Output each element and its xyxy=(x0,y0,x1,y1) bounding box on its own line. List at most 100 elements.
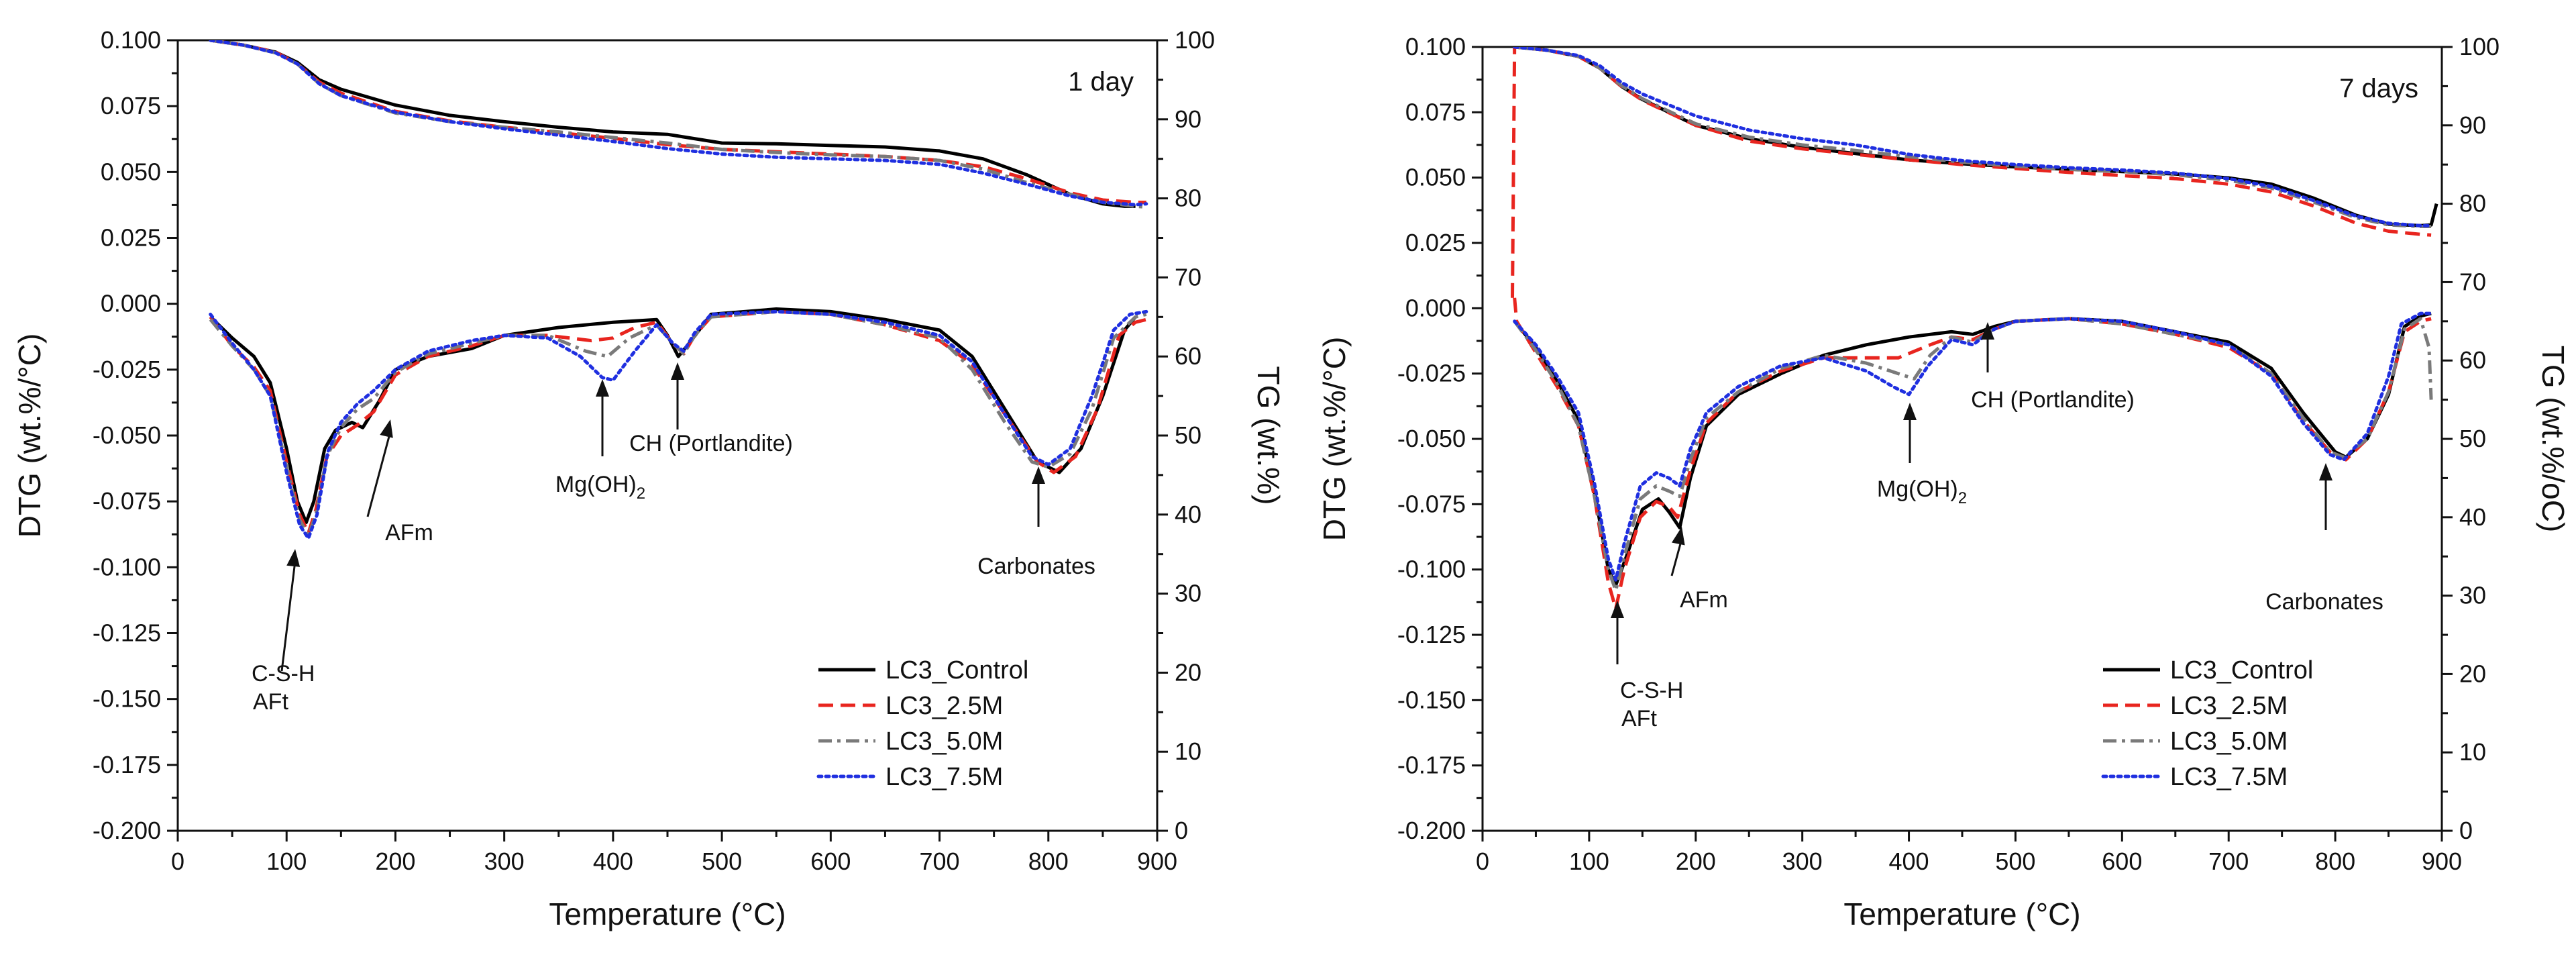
annotation-mgoh-base: Mg(OH) xyxy=(1877,476,1958,502)
tg-line-lc3-5-0m xyxy=(1514,47,2432,228)
x-tick-label: 800 xyxy=(2315,848,2355,875)
y-left-tick-label: -0.025 xyxy=(1397,360,1466,387)
plot-area xyxy=(209,40,1148,540)
annotation-mgoh2: Mg(OH)2 xyxy=(555,472,645,503)
y-right-tick-label: 100 xyxy=(2459,33,2500,60)
dtg-line-lc3-5-0m xyxy=(1513,317,2433,593)
x-tick-label: 500 xyxy=(702,848,742,875)
dtg-line-lc3-7-5m xyxy=(209,309,1148,540)
y-right-tick-label: 40 xyxy=(2459,503,2486,531)
x-tick-label: 600 xyxy=(2102,848,2142,875)
y-right-tick-label: 20 xyxy=(2459,660,2486,687)
y-right-tick-label: 70 xyxy=(1175,263,1201,291)
x-axis-label: Temperature (°C) xyxy=(1843,897,2080,931)
x-tick-label: 800 xyxy=(1028,848,1069,875)
y-right-tick-label: 10 xyxy=(1175,737,1201,765)
y-left-tick-label: -0.100 xyxy=(1397,556,1466,583)
y-right-tick-label: 0 xyxy=(1175,817,1188,844)
legend-label: LC3_2.5M xyxy=(885,692,1003,720)
tg-line-lc3-5-0m xyxy=(210,40,1146,209)
afm-arrow-head xyxy=(380,419,393,438)
y-axis-label-left: DTG (wt.%/°C) xyxy=(1317,337,1352,542)
y-left-tick-label: -0.150 xyxy=(1397,686,1466,713)
x-tick-label: 400 xyxy=(593,848,633,875)
tg-line-lc3-2-5m xyxy=(210,40,1146,204)
y-right-tick-label: 70 xyxy=(2459,268,2486,295)
y-left-tick-label: -0.150 xyxy=(93,685,161,713)
y-right-tick-label: 50 xyxy=(1175,421,1201,449)
y-left-tick-label: -0.125 xyxy=(93,619,161,647)
dtg-line-lc3-control xyxy=(1513,311,2432,587)
annotation-mgoh-sub: 2 xyxy=(1958,489,1967,507)
y-left-tick-label: -0.175 xyxy=(93,751,161,778)
legend-label: LC3_7.5M xyxy=(885,763,1003,791)
tg-line-lc3-7-5m xyxy=(1513,47,2433,227)
x-tick-label: 700 xyxy=(2208,848,2249,875)
y-left-tick-label: 0.025 xyxy=(101,224,161,252)
x-tick-label: 500 xyxy=(1995,848,2035,875)
annotation-mgoh-base: Mg(OH) xyxy=(555,472,637,497)
y-left-tick-label: -0.050 xyxy=(1397,425,1466,452)
mgoh-arrow-head xyxy=(1903,403,1917,420)
csh-arrow-head xyxy=(1611,601,1624,618)
y-right-tick-label: 100 xyxy=(1175,26,1215,54)
y-right-tick-label: 20 xyxy=(1175,658,1201,686)
annotation-mgoh2: Mg(OH)2 xyxy=(1877,476,1967,507)
y-axis-label-left: DTG (wt.%/°C) xyxy=(12,334,47,538)
y-left-tick-label: -0.200 xyxy=(1397,817,1466,844)
x-axis-label: Temperature (°C) xyxy=(549,897,786,931)
mgoh-arrow-head xyxy=(596,379,609,397)
x-tick-label: 200 xyxy=(375,848,415,875)
y-left-tick-label: -0.075 xyxy=(93,487,161,515)
x-tick-label: 0 xyxy=(171,848,184,875)
afm-arrow-line xyxy=(1670,538,1683,576)
afm-arrow-line xyxy=(366,431,392,517)
x-tick-label: 900 xyxy=(1137,848,1177,875)
y-left-tick-label: -0.125 xyxy=(1397,621,1466,648)
y-axis-label-right: TG (wt.%/oC) xyxy=(2536,346,2571,533)
x-tick-label: 700 xyxy=(920,848,960,875)
tg-line-lc3-2-5m xyxy=(1511,47,2432,298)
x-tick-label: 300 xyxy=(1782,848,1823,875)
y-right-tick-label: 40 xyxy=(1175,501,1201,528)
y-left-tick-label: -0.025 xyxy=(93,356,161,383)
annotation-csh: C-S-H xyxy=(1620,678,1683,703)
y-left-tick-label: -0.100 xyxy=(93,553,161,580)
y-right-tick-label: 30 xyxy=(2459,582,2486,609)
chart-panel-1: 0 100 200 300 400 500 600 700 800 9000.1000.0750.… xyxy=(12,26,1286,931)
y-left-tick-label: -0.200 xyxy=(93,817,161,844)
y-left-tick-label: 0.100 xyxy=(1405,33,1466,60)
y-right-tick-label: 90 xyxy=(1175,105,1201,133)
legend-label: LC3_Control xyxy=(885,656,1028,684)
y-right-tick-label: 60 xyxy=(2459,346,2486,374)
y-right-tick-label: 30 xyxy=(1175,580,1201,607)
legend-label: LC3_2.5M xyxy=(2170,692,2288,720)
annotation-ch: CH (Portlandite) xyxy=(1971,387,2135,413)
y-right-tick-label: 10 xyxy=(2459,738,2486,766)
y-left-tick-label: -0.075 xyxy=(1397,490,1466,517)
y-left-tick-label: -0.050 xyxy=(93,421,161,449)
afm-arrow-head xyxy=(1672,527,1685,546)
y-left-tick-label: 0.000 xyxy=(101,290,161,317)
csh-arrow-head xyxy=(286,549,301,567)
y-left-tick-label: 0.025 xyxy=(1405,229,1466,256)
annotation-afm: AFm xyxy=(1680,587,1728,613)
x-tick-label: 200 xyxy=(1676,848,1716,875)
y-right-tick-label: 60 xyxy=(1175,342,1201,370)
tg-line-lc3-7-5m xyxy=(209,40,1148,207)
annotation-carbonates: Carbonates xyxy=(2265,589,2383,615)
ch-arrow-head xyxy=(1981,322,1994,340)
annotation-afm: AFm xyxy=(385,520,433,546)
y-right-tick-label: 0 xyxy=(2459,817,2473,844)
csh-arrow-line xyxy=(280,560,297,672)
carbonates-arrow-head xyxy=(2319,463,2332,480)
y-left-tick-label: -0.175 xyxy=(1397,752,1466,779)
tg-line-lc3-control xyxy=(210,40,1136,208)
dtg-line-lc3-2-5m xyxy=(1513,297,2432,611)
dtg-line-lc3-7-5m xyxy=(1513,311,2433,582)
y-right-tick-label: 80 xyxy=(2459,190,2486,217)
panel-label: 7 days xyxy=(2339,74,2418,103)
ch-arrow-head xyxy=(671,362,684,380)
